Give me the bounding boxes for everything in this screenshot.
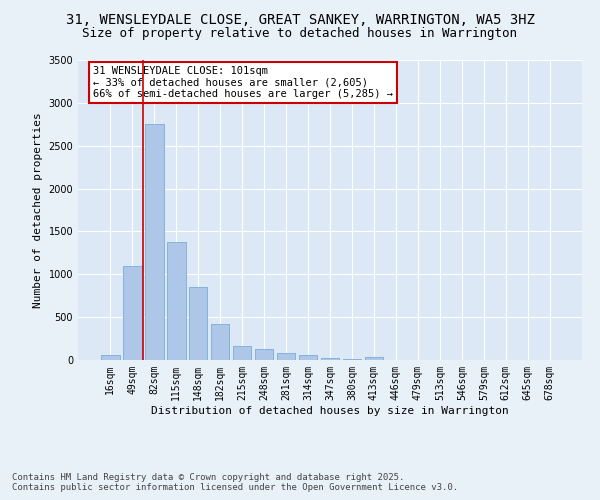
- Bar: [145, 124, 164, 360]
- Bar: [167, 242, 185, 360]
- Bar: [343, 359, 361, 360]
- Bar: [123, 266, 142, 360]
- Bar: [365, 356, 383, 360]
- Bar: [233, 346, 251, 360]
- Bar: [299, 356, 317, 360]
- Bar: [277, 352, 295, 360]
- Text: 31, WENSLEYDALE CLOSE, GREAT SANKEY, WARRINGTON, WA5 3HZ: 31, WENSLEYDALE CLOSE, GREAT SANKEY, WAR…: [65, 12, 535, 26]
- Bar: [189, 287, 208, 360]
- Text: 31 WENSLEYDALE CLOSE: 101sqm
← 33% of detached houses are smaller (2,605)
66% of: 31 WENSLEYDALE CLOSE: 101sqm ← 33% of de…: [93, 66, 393, 99]
- Bar: [320, 358, 340, 360]
- Bar: [211, 324, 229, 360]
- Text: Contains HM Land Registry data © Crown copyright and database right 2025.
Contai: Contains HM Land Registry data © Crown c…: [12, 473, 458, 492]
- Y-axis label: Number of detached properties: Number of detached properties: [33, 112, 43, 308]
- Bar: [101, 355, 119, 360]
- X-axis label: Distribution of detached houses by size in Warrington: Distribution of detached houses by size …: [151, 406, 509, 415]
- Bar: [255, 349, 274, 360]
- Text: Size of property relative to detached houses in Warrington: Size of property relative to detached ho…: [83, 28, 517, 40]
